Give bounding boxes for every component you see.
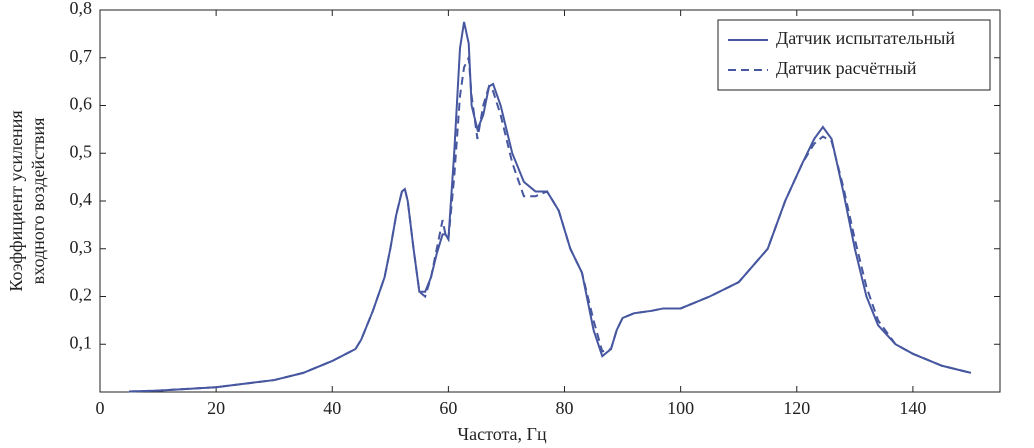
x-axis-label: Частота, Гц	[457, 424, 547, 444]
x-tick-label: 60	[439, 398, 457, 418]
y-tick-label: 0,6	[70, 94, 93, 114]
y-axis-label: входного воздействия	[28, 118, 48, 285]
y-tick-label: 0,5	[70, 141, 93, 161]
y-axis-label: Коэффициент усиления	[6, 110, 26, 291]
x-tick-label: 80	[556, 398, 574, 418]
y-tick-label: 0,4	[70, 189, 93, 209]
x-tick-label: 100	[667, 398, 694, 418]
x-tick-label: 40	[323, 398, 341, 418]
x-tick-label: 20	[207, 398, 225, 418]
series-line	[128, 53, 972, 393]
x-tick-label: 120	[783, 398, 810, 418]
x-tick-label: 140	[899, 398, 926, 418]
y-tick-label: 0,7	[70, 46, 93, 66]
x-tick-label: 0	[96, 398, 105, 418]
y-tick-label: 0,8	[70, 0, 93, 18]
legend-label: Датчик расчётный	[776, 58, 917, 78]
y-tick-label: 0,2	[70, 285, 93, 305]
legend-label: Датчик испытательный	[776, 28, 955, 48]
y-tick-label: 0,1	[70, 332, 93, 352]
y-tick-label: 0,3	[70, 237, 93, 257]
legend-box	[717, 19, 991, 91]
